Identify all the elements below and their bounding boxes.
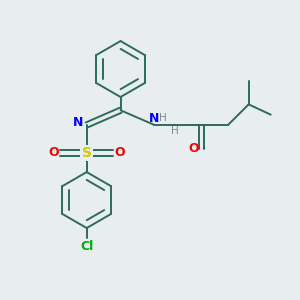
Text: Cl: Cl xyxy=(80,240,93,253)
Text: O: O xyxy=(48,146,59,159)
Text: N: N xyxy=(149,112,160,125)
Text: S: S xyxy=(82,146,92,160)
Text: N: N xyxy=(73,116,84,129)
Text: O: O xyxy=(114,146,125,159)
Text: H: H xyxy=(159,113,167,124)
Text: H: H xyxy=(171,126,179,136)
Text: O: O xyxy=(188,142,199,155)
